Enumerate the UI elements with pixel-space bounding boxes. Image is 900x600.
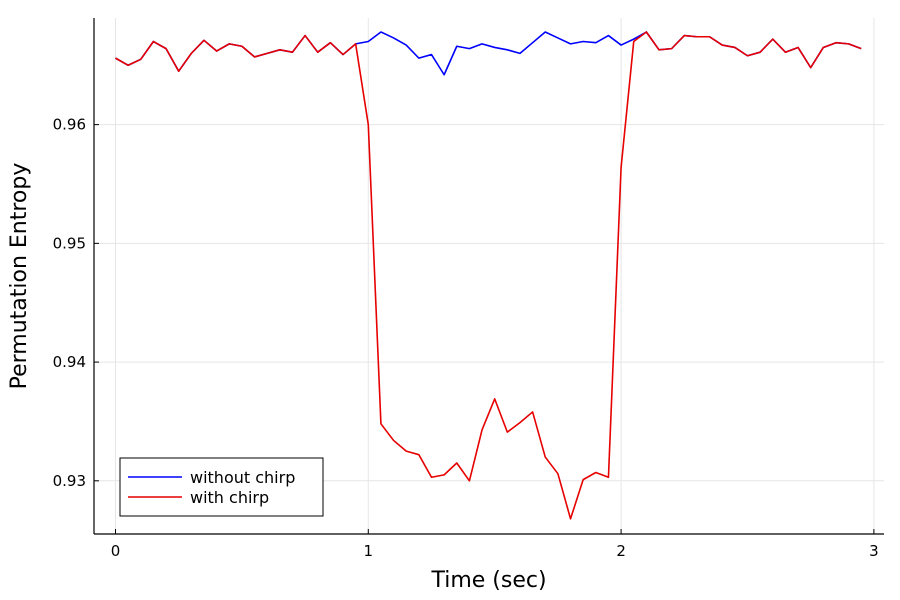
y-tick-label: 0.95 xyxy=(53,234,86,252)
axes xyxy=(93,18,884,535)
ticks: 0 1 2 3 0.93 0.94 0.95 0.96 xyxy=(53,116,879,560)
series xyxy=(115,31,862,520)
x-tick-label: 1 xyxy=(364,542,374,560)
x-axis-title: Time (sec) xyxy=(430,568,546,593)
series-line-with-chirp xyxy=(115,31,862,520)
y-tick-label: 0.94 xyxy=(53,353,86,371)
y-tick-label: 0.96 xyxy=(53,116,86,134)
y-axis-title: Permutation Entropy xyxy=(7,163,32,390)
legend-box xyxy=(119,457,324,517)
legend-label-with-chirp: with chirp xyxy=(190,488,269,507)
x-tick-label: 2 xyxy=(616,542,626,560)
series-line-without-chirp xyxy=(115,31,862,76)
x-tick-label: 0 xyxy=(111,542,121,560)
legend: without chirp with chirp xyxy=(119,457,324,517)
legend-label-without-chirp: without chirp xyxy=(190,468,295,487)
x-tick-label: 3 xyxy=(869,542,879,560)
y-tick-label: 0.93 xyxy=(53,472,86,490)
grid xyxy=(94,18,884,534)
